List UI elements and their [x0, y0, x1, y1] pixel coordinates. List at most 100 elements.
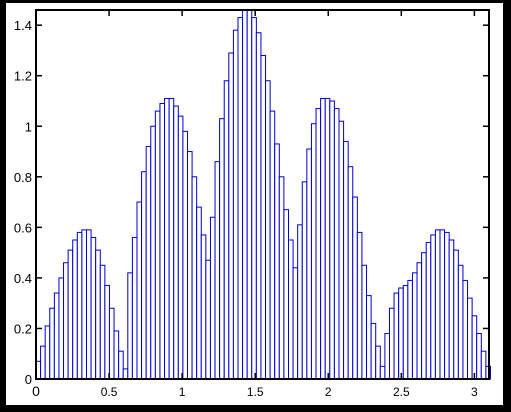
- histogram-bar: [186, 151, 193, 380]
- histogram-bar: [191, 176, 198, 380]
- histogram-bar: [242, 9, 248, 380]
- histogram-bar: [393, 292, 400, 380]
- histogram-bar: [164, 97, 170, 380]
- histogram-bar: [329, 100, 335, 380]
- histogram-bar: [260, 54, 267, 380]
- histogram-bar: [251, 17, 257, 380]
- histogram-bar: [338, 120, 345, 380]
- histogram-bar: [246, 9, 253, 380]
- histogram-bar: [407, 279, 413, 380]
- histogram-bar: [315, 108, 322, 380]
- histogram-bar: [63, 262, 69, 380]
- histogram-bar: [444, 231, 450, 380]
- histogram-bar: [366, 295, 372, 380]
- histogram-bar: [145, 145, 152, 380]
- histogram-bar: [476, 333, 482, 380]
- histogram-bar: [196, 206, 202, 380]
- histogram-bar: [223, 80, 230, 380]
- histogram-bar: [434, 229, 441, 380]
- histogram-bar: [141, 171, 147, 380]
- ticks-group: [35, 10, 489, 380]
- y-tick-label: 0: [25, 372, 32, 387]
- histogram-bar: [462, 279, 469, 380]
- histogram-bar: [457, 264, 464, 380]
- x-tick-label: 0: [32, 383, 40, 399]
- y-tick-label: 0.8: [14, 170, 32, 185]
- histogram-bar: [421, 252, 427, 380]
- histogram-bar: [379, 365, 386, 380]
- histogram-bar: [76, 231, 83, 380]
- x-tick-label: 1.5: [247, 385, 264, 399]
- histogram-bar: [67, 249, 74, 380]
- histogram-bar: [310, 123, 317, 380]
- histogram-bar: [118, 350, 124, 380]
- y-tick-label: 1.2: [14, 69, 32, 84]
- histogram-bar: [265, 80, 271, 380]
- x-tick-label: 2: [325, 385, 332, 399]
- y-tick-label: 0.4: [14, 271, 32, 286]
- histogram-bar: [430, 234, 436, 380]
- histogram-bar: [425, 242, 432, 380]
- y-tick-label: 0.2: [14, 321, 32, 336]
- histogram-bar: [72, 239, 78, 380]
- histogram-bar: [283, 209, 290, 380]
- histogram-bar: [384, 333, 390, 380]
- histogram-bar: [480, 350, 487, 380]
- histogram-bar: [324, 97, 331, 380]
- histogram-bar: [81, 229, 88, 380]
- histogram-bar: [49, 307, 55, 380]
- histogram-bar: [209, 216, 216, 380]
- histogram-bar: [352, 196, 358, 380]
- histogram-bar: [219, 118, 225, 380]
- histogram-bar: [274, 143, 280, 380]
- histogram-bar: [127, 272, 133, 380]
- histogram-bar: [306, 148, 312, 380]
- histogram-bar: [416, 262, 423, 380]
- histogram-plot: 0 0.5 1 1.5 2 2.5 3 0 0.2 0.4 0.6 0.8 1 1.2 1.4: [14, 9, 491, 399]
- y-tick-label: 1.4: [14, 18, 32, 33]
- histogram-bar: [214, 161, 221, 380]
- histogram-bar: [232, 29, 239, 380]
- histogram-bar: [154, 110, 161, 380]
- histogram-bar: [333, 108, 340, 380]
- y-tick-labels: 0 0.2 0.4 0.6 0.8 1 1.2 1.4: [14, 18, 32, 387]
- histogram-bar: [467, 297, 473, 380]
- histogram-bar: [411, 272, 418, 380]
- histogram-chart: 0 0.5 1 1.5 2 2.5 3 0 0.2 0.4 0.6 0.8 1 1.2 1.4: [6, 3, 503, 405]
- histogram-bar: [113, 330, 120, 380]
- histogram-bar: [228, 52, 234, 380]
- histogram-bar: [343, 140, 349, 380]
- axes-box: [35, 9, 490, 380]
- y-tick-label: 0.6: [14, 220, 32, 235]
- histogram-bar: [182, 130, 188, 380]
- histogram-bar: [104, 284, 110, 380]
- histogram-bar: [297, 224, 303, 380]
- histogram-bar: [237, 17, 244, 380]
- histogram-bar: [453, 249, 459, 380]
- histogram-bar: [361, 264, 368, 380]
- histogram-bar: [205, 259, 211, 380]
- histogram-bar: [58, 277, 65, 380]
- histogram-bar: [150, 125, 156, 380]
- histogram-bar: [398, 287, 404, 380]
- histogram-bar: [99, 264, 106, 380]
- histogram-bar: [388, 307, 395, 380]
- histogram-bar: [90, 236, 97, 380]
- histogram-bar: [375, 345, 381, 380]
- histogram-bar: [131, 236, 138, 380]
- histogram-bar: [269, 110, 276, 380]
- histogram-bar: [173, 105, 179, 380]
- histogram-bar: [320, 97, 326, 380]
- histogram-bar: [108, 307, 115, 380]
- histogram-bar: [288, 239, 294, 380]
- histogram-bar: [40, 345, 46, 380]
- histogram-bar: [370, 322, 377, 380]
- histogram-bar: [402, 284, 409, 380]
- x-tick-label: 1: [179, 385, 186, 399]
- histogram-bar: [53, 292, 60, 380]
- histogram-bar: [168, 97, 175, 380]
- x-tick-label: 2.5: [393, 385, 410, 399]
- histogram-bar: [448, 239, 455, 380]
- histogram-bar: [86, 229, 92, 380]
